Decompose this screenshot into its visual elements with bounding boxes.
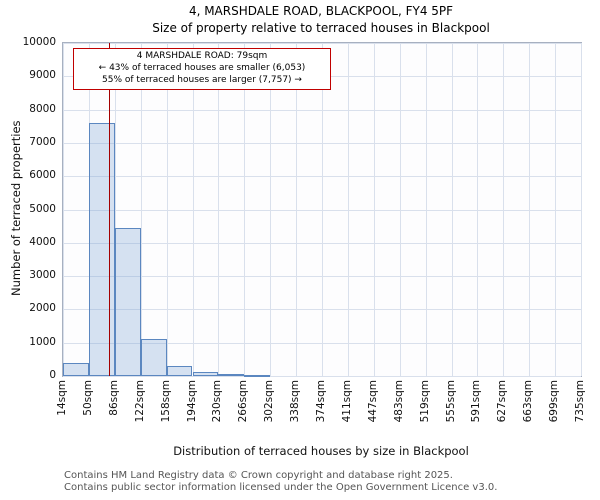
x-tick-label: 158sqm (159, 380, 172, 423)
x-tick-label: 735sqm (574, 380, 586, 423)
x-tick-label: 194sqm (185, 380, 198, 423)
x-tick-label: 230sqm (211, 380, 224, 423)
gridline-horizontal (63, 242, 581, 244)
x-tick-label: 266sqm (237, 380, 250, 423)
footer-line-1: Contains HM Land Registry data © Crown c… (64, 470, 453, 481)
x-tick-label: 591sqm (470, 380, 483, 423)
x-tick-label: 14sqm (56, 380, 68, 416)
y-tick-label: 10000 (22, 36, 56, 48)
x-tick-label: 374sqm (315, 380, 327, 423)
plot-area: 4 MARSHDALE ROAD: 79sqm ← 43% of terrace… (62, 42, 582, 377)
x-tick-label: 50sqm (81, 380, 94, 416)
x-tick-label: 555sqm (444, 380, 457, 423)
x-tick-label: 338sqm (289, 380, 302, 423)
annotation-line-1: 4 MARSHDALE ROAD: 79sqm (136, 51, 268, 61)
histogram-bar (218, 374, 245, 377)
gridline-horizontal (63, 309, 581, 311)
x-tick-label: 411sqm (340, 380, 353, 423)
histogram-bar (63, 362, 89, 376)
histogram-bar (192, 372, 219, 376)
histogram-bar (88, 122, 115, 376)
x-axis-label: Distribution of terraced houses by size … (173, 444, 469, 458)
histogram-bar (244, 375, 271, 377)
y-tick-label: 3000 (29, 269, 56, 282)
chart-title: 4, MARSHDALE ROAD, BLACKPOOL, FY4 5PF (188, 4, 454, 18)
gridline-horizontal (63, 142, 581, 144)
y-tick-label: 6000 (29, 169, 56, 182)
y-tick-label: 2000 (29, 302, 56, 315)
x-tick-label: 627sqm (496, 380, 509, 423)
annotation-box: 4 MARSHDALE ROAD: 79sqm ← 43% of terrace… (73, 48, 331, 90)
gridline-horizontal (63, 43, 581, 44)
x-tick-label: 122sqm (133, 380, 146, 423)
annotation-line-3: 55% of terraced houses are larger (7,757… (102, 74, 302, 85)
gridline-horizontal (63, 342, 581, 344)
gridline-horizontal (63, 376, 581, 377)
footer-line-2: Contains public sector information licen… (64, 481, 498, 493)
x-tick-label: 519sqm (418, 380, 431, 423)
annotation-line-2: ← 43% of terraced houses are smaller (6,… (98, 62, 306, 73)
x-tick-label: 302sqm (263, 380, 276, 423)
y-tick-label: 0 (49, 369, 56, 381)
x-tick-label: 663sqm (522, 380, 535, 423)
x-tick-label: 86sqm (107, 380, 120, 416)
x-tick-label: 447sqm (366, 380, 379, 423)
y-tick-label: 9000 (29, 69, 56, 82)
x-tick-label: 483sqm (392, 380, 405, 423)
gridline-horizontal (63, 176, 581, 178)
y-tick-label: 5000 (29, 202, 56, 215)
gridline-vertical (581, 43, 582, 376)
y-tick-label: 7000 (29, 135, 56, 148)
license-footer: Contains HM Land Registry data © Crown c… (64, 470, 497, 493)
histogram-bar (140, 339, 167, 376)
x-tick-label: 699sqm (548, 380, 561, 423)
property-size-marker-line (108, 43, 111, 376)
y-tick-label: 1000 (29, 335, 56, 348)
y-tick-label: 8000 (29, 102, 56, 115)
y-tick-label: 4000 (29, 235, 56, 248)
chart-subtitle: Size of property relative to terraced ho… (152, 21, 490, 35)
gridline-horizontal (63, 109, 581, 111)
gridline-horizontal (63, 276, 581, 278)
histogram-bar (114, 227, 141, 376)
gridline-horizontal (63, 209, 581, 211)
histogram-bar (166, 365, 193, 376)
